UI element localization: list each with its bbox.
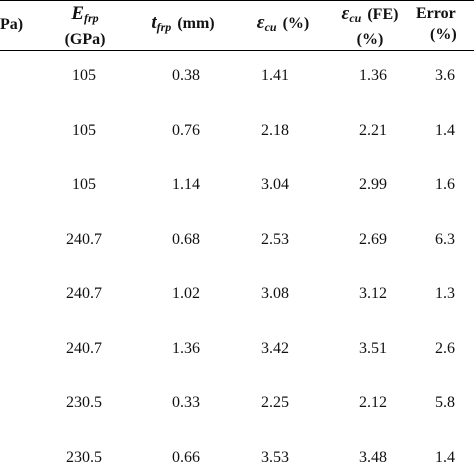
cell-error: 2.6 xyxy=(435,339,455,357)
header-e-frp-unit: (GPa) xyxy=(64,31,106,48)
cell-eps-cu: 3.08 xyxy=(261,285,289,302)
cell-eps-cu-fe: 2.99 xyxy=(359,176,387,193)
table-row: 105 0.38 1.41 1.36 3.6 xyxy=(0,66,474,86)
cell-eps-cu: 3.42 xyxy=(261,339,289,357)
header-e-frp: Efrp (GPa) xyxy=(35,0,135,50)
cell-t-frp: 0.33 xyxy=(172,394,200,411)
header-error: Error (%) xyxy=(416,0,474,50)
table-row: 230.5 0.33 2.25 2.12 5.8 xyxy=(0,393,474,413)
header-e-frp-subscript: frp xyxy=(84,11,99,25)
cell-eps-cu: 2.18 xyxy=(261,121,289,139)
cell-t-frp: 1.02 xyxy=(172,285,200,302)
cell-e-frp: 230.5 xyxy=(66,394,102,411)
cell-eps-cu: 1.41 xyxy=(261,67,289,84)
cell-eps-cu-fe: 1.36 xyxy=(359,67,387,84)
cell-eps-cu-fe: 3.48 xyxy=(359,448,387,466)
cell-eps-cu: 2.25 xyxy=(261,394,289,411)
cell-e-frp: 105 xyxy=(72,176,96,193)
header-eps-cu-unit: (%) xyxy=(282,15,310,32)
table-row: 230.5 0.66 3.53 3.48 1.4 xyxy=(0,448,474,468)
cell-eps-cu-fe: 2.21 xyxy=(359,121,387,139)
table-row: 105 0.76 2.18 2.21 1.4 xyxy=(0,121,474,141)
header-eps-cu-symbol: ε xyxy=(256,12,265,33)
header-col-0-label: Pa) xyxy=(0,16,24,33)
cell-error: 5.8 xyxy=(435,394,455,411)
header-error-unit: (%) xyxy=(430,26,457,43)
header-t-frp-subscript: frp xyxy=(156,20,172,34)
cell-eps-cu-fe: 2.69 xyxy=(359,230,387,248)
header-eps-cu-subscript: cu xyxy=(264,20,277,34)
cell-eps-cu: 2.53 xyxy=(261,230,289,248)
cell-error: 1.3 xyxy=(435,285,455,302)
cell-e-frp: 105 xyxy=(72,67,96,84)
cell-t-frp: 1.36 xyxy=(172,339,200,357)
cell-t-frp: 1.14 xyxy=(172,176,200,193)
table-header-rule xyxy=(0,50,474,51)
cell-e-frp: 240.7 xyxy=(66,339,102,357)
cell-error: 3.6 xyxy=(435,67,455,84)
header-t-frp: tfrp (mm) xyxy=(128,0,238,50)
header-t-frp-symbol: t xyxy=(151,12,157,33)
cell-eps-cu-fe: 2.12 xyxy=(359,394,387,411)
cell-t-frp: 0.68 xyxy=(172,230,200,248)
cell-error: 1.4 xyxy=(435,448,455,466)
cell-e-frp: 230.5 xyxy=(66,448,102,466)
cell-e-frp: 240.7 xyxy=(66,230,102,248)
table-top-rule xyxy=(0,0,474,1)
header-eps-cu-fe-subscript: cu xyxy=(349,11,362,25)
header-eps-cu-fe-unit: (%) xyxy=(356,31,384,48)
cell-t-frp: 0.38 xyxy=(172,67,200,84)
header-col-0: Pa) xyxy=(0,0,30,50)
cell-error: 1.6 xyxy=(435,176,455,193)
header-e-frp-symbol: E xyxy=(71,3,84,24)
header-eps-cu-fe: εcu (FE) (%) xyxy=(320,0,420,50)
cell-eps-cu-fe: 3.12 xyxy=(359,285,387,302)
header-error-label: Error xyxy=(416,5,456,22)
cell-e-frp: 105 xyxy=(72,121,96,139)
header-eps-cu: εcu (%) xyxy=(238,0,328,50)
table-row: 240.7 1.02 3.08 3.12 1.3 xyxy=(0,284,474,304)
header-eps-cu-fe-label: (FE) xyxy=(367,6,399,23)
cell-error: 6.3 xyxy=(435,230,455,248)
cell-e-frp: 240.7 xyxy=(66,285,102,302)
cell-eps-cu: 3.53 xyxy=(261,448,289,466)
cell-t-frp: 0.66 xyxy=(172,448,200,466)
cell-error: 1.4 xyxy=(435,121,455,139)
cell-eps-cu: 3.04 xyxy=(261,176,289,193)
header-eps-cu-fe-symbol: ε xyxy=(341,3,350,24)
table-row: 240.7 0.68 2.53 2.69 6.3 xyxy=(0,230,474,250)
header-t-frp-unit: (mm) xyxy=(177,15,215,32)
cell-t-frp: 0.76 xyxy=(172,121,200,139)
table-row: 240.7 1.36 3.42 3.51 2.6 xyxy=(0,339,474,359)
cell-eps-cu-fe: 3.51 xyxy=(359,339,387,357)
table-row: 105 1.14 3.04 2.99 1.6 xyxy=(0,175,474,195)
